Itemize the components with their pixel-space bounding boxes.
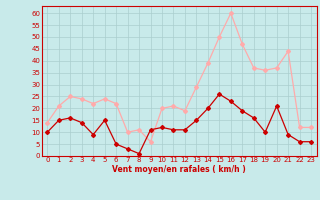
X-axis label: Vent moyen/en rafales ( km/h ): Vent moyen/en rafales ( km/h ) bbox=[112, 165, 246, 174]
